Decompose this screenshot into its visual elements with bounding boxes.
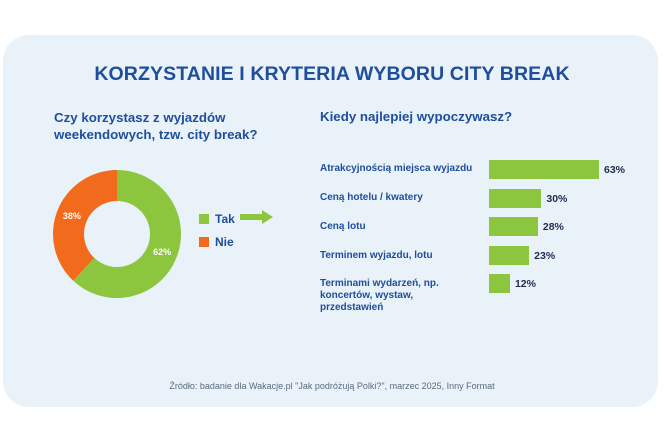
bar-value-label: 23% [534,250,556,262]
source-note: Źródło: badanie dla Wakacje.pl "Jak podr… [169,381,495,391]
bar [489,189,542,208]
bar [489,217,538,236]
donut-value-label: 38% [63,211,81,221]
legend-label-nie: Nie [215,235,234,249]
page-title: KORZYSTANIE I KRYTERIA WYBORU CITY BREAK [94,63,570,85]
arrow-right-icon [240,210,273,224]
legend-swatch-tak [199,214,209,224]
bar-label: Atrakcyjnością miejsca wyjazdu [320,163,473,174]
question-left: Czy korzystasz z wyjazdów weekendowych, … [54,110,258,142]
bar-label: Ceną lotu [320,221,366,232]
legend-item-tak: Tak [199,212,235,226]
bar [489,274,510,293]
donut-slice-nie [53,170,117,281]
legend-label-tak: Tak [215,212,235,226]
legend-item-nie: Nie [199,235,234,249]
bar-label: Ceną hotelu / kwatery [320,192,423,203]
bar [489,160,599,179]
infographic-card [3,35,658,407]
bar-value-label: 63% [604,164,626,176]
bar [489,246,530,265]
donut-slice-tak [73,170,181,298]
bar-label: Terminem wyjazdu, lotu [320,250,433,261]
question-right: Kiedy najlepiej wypoczywasz? [320,109,513,124]
bar-value-label: 30% [546,193,568,205]
donut-value-label: 62% [153,247,171,257]
legend-swatch-nie [199,237,209,247]
bar-label: Terminami wydarzeń, np. koncertów, wysta… [320,278,439,313]
bar-value-label: 28% [542,221,564,233]
bar-value-label: 12% [514,278,536,290]
